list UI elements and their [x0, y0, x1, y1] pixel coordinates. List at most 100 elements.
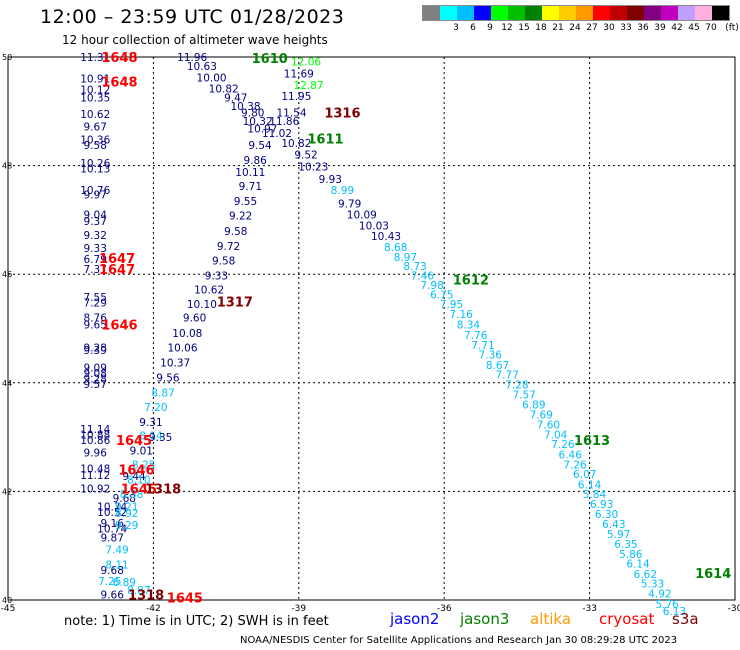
swh-value: 10.09 [347, 209, 377, 221]
swh-value: 8.11 [105, 560, 128, 572]
swh-value: 6.89 [113, 577, 136, 589]
swh-value: 10.26 [80, 158, 110, 170]
swh-value: 9.08 [84, 368, 107, 380]
swh-value: 5.84 [583, 489, 607, 501]
swh-value: 9.33 [84, 243, 107, 255]
color-swatch [678, 6, 695, 20]
page-subtitle: 12 hour collection of altimeter wave hei… [62, 33, 328, 47]
swh-value: 10.23 [298, 162, 328, 174]
swh-value: 7.95 [440, 299, 463, 311]
swh-value: 7.77 [496, 370, 519, 382]
swh-value: 7.55 [84, 292, 107, 304]
swh-value: 9.58 [224, 226, 247, 238]
swh-value: 8.92 [115, 508, 138, 520]
swh-value: 9.35 [149, 432, 172, 444]
swh-value: 7.57 [512, 390, 535, 402]
pass-label: 1645 [121, 483, 157, 498]
swh-value: 7.29 [84, 297, 107, 309]
pass-label: 1610 [252, 52, 288, 67]
swh-value: 10.88 [80, 429, 110, 441]
swh-value: 7.36 [479, 350, 503, 362]
swh-value: 7.71 [471, 340, 494, 352]
color-scale-unit: (ft) [725, 23, 739, 33]
color-swatch [423, 6, 440, 20]
swh-value: 8.14 [139, 430, 163, 442]
swh-value: 8.38 [120, 489, 143, 501]
swh-value: 10.43 [371, 231, 401, 243]
pass-label: 1645 [116, 434, 152, 449]
pass-label: 1614 [695, 567, 731, 582]
swh-value: 9.55 [234, 196, 257, 208]
swh-value: 10.86 [80, 435, 110, 447]
swh-value: 10.91 [80, 74, 110, 86]
color-scale-label: 3 [453, 23, 459, 33]
swh-value: 9.79 [338, 199, 361, 211]
lat-tick-label: 44 [2, 379, 12, 388]
swh-value: 11.86 [269, 116, 299, 128]
swh-value: 9.87 [101, 533, 124, 545]
swh-value: 8.68 [384, 242, 407, 254]
swh-value: 7.25 [98, 576, 121, 588]
swh-value: 10.37 [160, 358, 190, 370]
swh-value: 10.03 [359, 220, 389, 232]
page-title: 12:00 – 23:59 UTC 01/28/2023 [40, 6, 345, 28]
swh-value: 8.87 [151, 388, 174, 400]
pass-label: 1316 [324, 106, 360, 121]
lon-tick-label: -33 [582, 604, 597, 614]
color-scale-legend: 3 6 9 12 15 18 21 24 27 30 33 36 39 42 45 70 (ft) [422, 5, 739, 35]
swh-value: 9.01 [130, 446, 153, 458]
swh-value: 10.32 [243, 116, 273, 128]
swh-value: 7.49 [105, 545, 128, 557]
color-swatch [695, 6, 712, 20]
swh-value: 10.74 [97, 523, 127, 535]
swh-value: 7.26 [563, 459, 587, 471]
swh-value: 6.07 [573, 469, 596, 481]
swh-value: 9.28 [84, 343, 107, 355]
swh-value: 7.37 [84, 264, 107, 276]
swh-value: 11.54 [276, 107, 306, 119]
pass-label: 1646 [101, 319, 137, 334]
swh-value: 9.04 [84, 209, 108, 221]
color-swatch [712, 6, 729, 20]
swh-value: 11.02 [262, 128, 292, 140]
swh-value: 9.60 [183, 313, 206, 325]
swh-value: 11.69 [284, 68, 314, 80]
swh-value: 5.86 [619, 549, 643, 561]
swh-value: 6.62 [634, 569, 657, 581]
swh-value: 5.76 [655, 599, 679, 611]
swh-value: 10.00 [197, 73, 227, 85]
color-swatch [661, 6, 678, 20]
swh-value: 10.35 [80, 93, 110, 105]
color-scale-label: 45 [688, 23, 700, 33]
lat-tick-label: 42 [2, 487, 12, 496]
pass-label: 1648 [101, 51, 137, 66]
swh-value: 10.11 [235, 167, 265, 179]
color-swatch [440, 6, 457, 20]
swh-value: 6.14 [626, 559, 650, 571]
color-swatch [491, 6, 508, 20]
color-swatch [627, 6, 644, 20]
color-swatch [525, 6, 542, 20]
footnote: note: 1) Time is in UTC; 2) SWH is in fe… [64, 614, 329, 629]
swh-value: 6.89 [522, 400, 545, 412]
swh-value: 10.82 [209, 83, 239, 95]
swh-value: 9.57 [84, 379, 107, 391]
color-scale-label: 30 [603, 23, 615, 33]
swh-value: 8.10 [127, 474, 150, 486]
color-scale-label: 18 [535, 23, 547, 33]
swh-value: 6.35 [614, 539, 637, 551]
swh-value: 11.95 [281, 91, 311, 103]
color-scale-label: 9 [487, 23, 493, 33]
swh-value: 8.73 [403, 261, 426, 273]
color-scale-label: 42 [671, 23, 683, 33]
swh-value: 7.60 [537, 420, 560, 432]
lon-tick-label: -36 [437, 604, 452, 614]
swh-value: 9.56 [156, 372, 180, 384]
swh-value: 10.08 [172, 328, 202, 340]
satellite-label-s3a: s3a [672, 610, 699, 628]
swh-value: 7.28 [505, 379, 528, 391]
lat-tick-label: 46 [2, 270, 12, 279]
swh-value: 7.69 [529, 409, 552, 421]
swh-value: 4.92 [648, 588, 671, 600]
swh-value: 11.31 [80, 52, 110, 64]
